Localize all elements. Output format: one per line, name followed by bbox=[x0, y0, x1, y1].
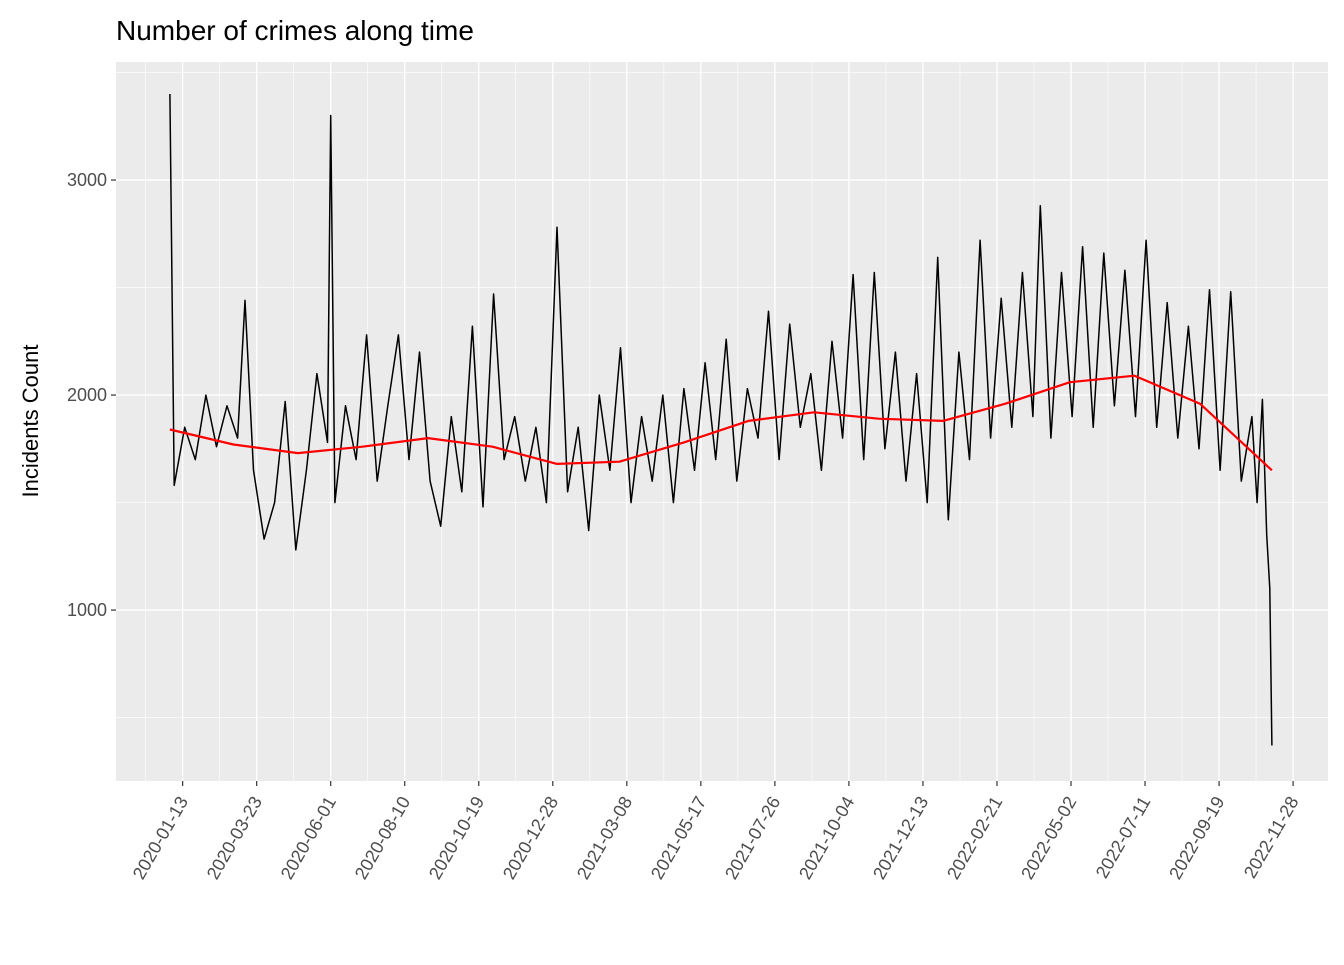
x-tick-label: 2020-10-19 bbox=[425, 793, 488, 883]
y-tick-label: 2000 bbox=[67, 385, 107, 405]
marks bbox=[169, 93, 1273, 746]
x-tick-label: 2020-06-01 bbox=[277, 793, 340, 883]
x-tick-label: 2022-07-11 bbox=[1092, 793, 1155, 882]
y-tick-label: 3000 bbox=[67, 170, 107, 190]
y-tick-label: 1000 bbox=[67, 600, 107, 620]
series-line bbox=[169, 93, 1273, 746]
x-tick-label: 2020-12-28 bbox=[499, 793, 562, 883]
grid bbox=[116, 62, 1328, 781]
x-tick-label: 2022-09-19 bbox=[1165, 793, 1228, 883]
x-tick-label: 2021-07-26 bbox=[721, 793, 784, 883]
x-tick-label: 2022-11-28 bbox=[1240, 793, 1303, 882]
x-tick-label: 2021-03-08 bbox=[573, 793, 636, 883]
x-tick-label: 2022-05-02 bbox=[1017, 793, 1080, 883]
y-axis-title: Incidents Count bbox=[18, 345, 43, 498]
x-tick-label: 2021-05-17 bbox=[647, 793, 710, 883]
x-tick-label: 2022-02-21 bbox=[943, 793, 1006, 883]
x-tick-label: 2021-10-04 bbox=[795, 793, 858, 883]
chart-title: Number of crimes along time bbox=[116, 15, 474, 46]
panel bbox=[116, 62, 1328, 781]
x-tick-label: 2021-12-13 bbox=[869, 793, 932, 883]
x-tick-label: 2020-08-10 bbox=[351, 793, 414, 883]
x-tick-label: 2020-03-23 bbox=[203, 793, 266, 883]
x-tick-label: 2020-01-13 bbox=[129, 793, 192, 883]
smooth-line bbox=[169, 374, 1273, 472]
